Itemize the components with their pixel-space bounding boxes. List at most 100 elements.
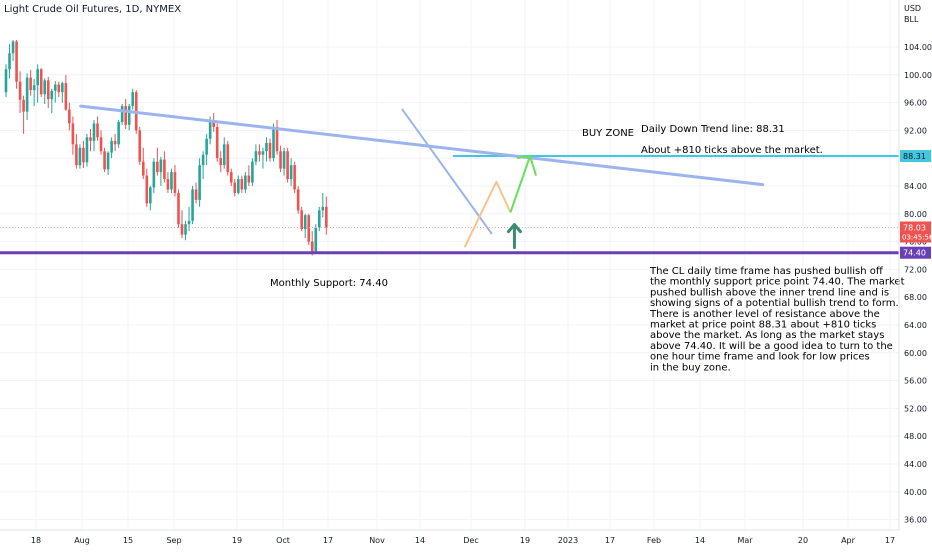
candle-body[interactable]	[222, 144, 226, 166]
candle-body[interactable]	[191, 189, 194, 221]
candle-body[interactable]	[215, 126, 219, 159]
candle-body[interactable]	[307, 215, 311, 242]
candle-body[interactable]	[321, 206, 325, 211]
candle-body[interactable]	[268, 142, 272, 159]
candle-body[interactable]	[265, 142, 268, 152]
candle-body[interactable]	[170, 172, 173, 190]
candle-body[interactable]	[36, 69, 39, 86]
candle-body[interactable]	[11, 41, 15, 54]
candle-body[interactable]	[141, 161, 145, 176]
candle-body[interactable]	[46, 80, 50, 100]
candle-body[interactable]	[131, 92, 135, 107]
candle-body[interactable]	[18, 81, 22, 100]
candle-body[interactable]	[317, 210, 321, 228]
candle-body[interactable]	[145, 175, 149, 204]
candle-body[interactable]	[173, 172, 177, 193]
candle-body[interactable]	[64, 83, 68, 110]
main-trend-line[interactable]	[79, 104, 765, 187]
candle-body[interactable]	[300, 210, 303, 230]
candle-body[interactable]	[194, 189, 198, 200]
candle-body[interactable]	[57, 84, 61, 93]
candle-body[interactable]	[124, 106, 127, 125]
candle-body[interactable]	[89, 137, 92, 141]
candle-body[interactable]	[22, 99, 25, 112]
candle-body[interactable]	[117, 122, 120, 145]
candle-body[interactable]	[219, 158, 223, 166]
candle-body[interactable]	[138, 130, 142, 162]
candle-body[interactable]	[261, 151, 265, 155]
candle-body[interactable]	[149, 187, 152, 204]
candle-body[interactable]	[4, 69, 8, 93]
candle-body[interactable]	[68, 109, 71, 124]
candle-body[interactable]	[244, 175, 247, 190]
candle-body[interactable]	[99, 137, 103, 152]
orange-projection-path[interactable]	[463, 180, 512, 248]
candle-body[interactable]	[43, 80, 47, 95]
candle-body[interactable]	[127, 106, 131, 125]
candle-body[interactable]	[163, 159, 166, 180]
candle-body[interactable]	[82, 147, 85, 163]
candle-body[interactable]	[53, 84, 57, 91]
symbol-title[interactable]: Light Crude Oil Futures, 1D, NYMEX	[4, 4, 182, 15]
candle-body[interactable]	[212, 119, 215, 127]
green-projection-path[interactable]	[509, 155, 531, 213]
candle-body[interactable]	[208, 119, 212, 139]
candle-body[interactable]	[39, 69, 43, 95]
candle-body[interactable]	[85, 137, 89, 163]
candle-body[interactable]	[286, 151, 289, 180]
candle-body[interactable]	[71, 123, 75, 145]
analysis-text-line: the monthly support price point 74.40. T…	[650, 277, 905, 288]
candle-body[interactable]	[205, 138, 208, 155]
candle-body[interactable]	[96, 123, 99, 138]
candle-body[interactable]	[15, 41, 18, 82]
inner-trend-line[interactable]	[401, 108, 493, 235]
candle-body[interactable]	[50, 90, 54, 100]
candle-body[interactable]	[247, 175, 251, 183]
candle-body[interactable]	[275, 126, 279, 152]
candle-body[interactable]	[251, 161, 254, 183]
candle-body[interactable]	[29, 77, 32, 91]
candle-body[interactable]	[92, 123, 96, 141]
time-tick-label: 17	[885, 536, 895, 545]
candle-body[interactable]	[75, 144, 78, 166]
candle-body[interactable]	[258, 151, 261, 155]
candle-body[interactable]	[32, 85, 36, 91]
candle-body[interactable]	[156, 161, 159, 173]
candle-body[interactable]	[296, 189, 300, 211]
candle-body[interactable]	[110, 140, 113, 153]
candle-body[interactable]	[103, 151, 106, 170]
candle-body[interactable]	[293, 165, 296, 190]
candle-body[interactable]	[325, 206, 328, 228]
candle-body[interactable]	[201, 154, 205, 166]
candle-body[interactable]	[61, 83, 64, 93]
candle-body[interactable]	[254, 151, 258, 162]
candle-body[interactable]	[282, 151, 286, 169]
candle-body[interactable]	[8, 53, 11, 70]
candle-body[interactable]	[233, 182, 237, 193]
candle-body[interactable]	[180, 224, 184, 235]
candle-body[interactable]	[272, 126, 275, 159]
candle-body[interactable]	[240, 179, 244, 190]
candle-body[interactable]	[237, 179, 240, 193]
candle-body[interactable]	[187, 220, 191, 225]
candle-body[interactable]	[303, 215, 307, 230]
candle-body[interactable]	[226, 144, 230, 173]
candle-body[interactable]	[106, 152, 110, 170]
candle-body[interactable]	[279, 151, 282, 169]
candle-body[interactable]	[289, 165, 293, 180]
candle-body[interactable]	[78, 147, 82, 166]
candle-body[interactable]	[198, 165, 201, 200]
candle-body[interactable]	[177, 192, 180, 225]
candle-body[interactable]	[314, 227, 318, 252]
candle-body[interactable]	[152, 161, 156, 188]
candle-body[interactable]	[159, 159, 163, 173]
candle-body[interactable]	[310, 241, 314, 252]
candle-body[interactable]	[229, 172, 233, 183]
candle-body[interactable]	[113, 140, 117, 145]
candle-body[interactable]	[25, 77, 29, 112]
candle-body[interactable]	[120, 106, 124, 123]
candle-body[interactable]	[184, 224, 187, 235]
candle-body[interactable]	[166, 179, 170, 190]
